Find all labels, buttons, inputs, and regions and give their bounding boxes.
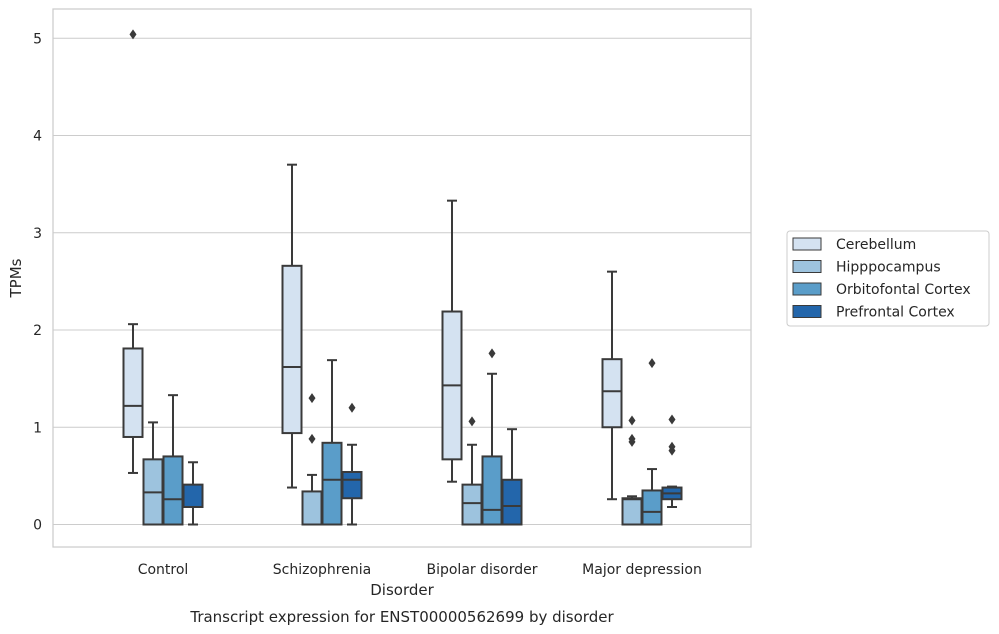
iqr-box bbox=[321, 441, 343, 526]
outlier-point bbox=[668, 441, 676, 452]
iqr-box bbox=[122, 347, 144, 438]
y-tick-label: 2 bbox=[33, 323, 42, 339]
box-4-3 bbox=[501, 428, 523, 526]
y-tick-labels: 0 1 2 3 4 5 bbox=[33, 31, 42, 533]
outlier-point bbox=[129, 29, 137, 40]
y-tick-label: 4 bbox=[33, 129, 42, 145]
x-tick-label: Schizophrenia bbox=[273, 562, 371, 578]
iqr-box bbox=[341, 470, 363, 500]
y-tick-label: 5 bbox=[33, 31, 42, 47]
box-1-3 bbox=[441, 199, 463, 483]
legend: Cerebellum Hipppocampus Orbitofontal Corte… bbox=[786, 230, 990, 327]
box-3-4 bbox=[641, 358, 663, 526]
iqr-box bbox=[501, 478, 523, 526]
legend-swatch bbox=[792, 237, 822, 251]
box-4-2 bbox=[341, 402, 363, 526]
outlier-point bbox=[648, 358, 656, 369]
box-2-4 bbox=[621, 415, 643, 526]
iqr-box bbox=[481, 455, 503, 526]
iqr-box bbox=[621, 497, 643, 526]
box-1-1 bbox=[122, 29, 144, 474]
legend-label: Cerebellum bbox=[836, 237, 916, 253]
chart-caption: Transcript expression for ENST0000056269… bbox=[189, 608, 614, 626]
legend-label: Hipppocampus bbox=[836, 260, 941, 276]
box-1-4 bbox=[601, 270, 623, 501]
box-4-4 bbox=[661, 414, 683, 508]
outlier-point bbox=[348, 402, 356, 413]
plot-frame bbox=[52, 8, 752, 548]
x-axis-title: Disorder bbox=[370, 581, 434, 599]
outlier-point bbox=[488, 348, 496, 359]
box-3-1 bbox=[162, 394, 184, 526]
y-axis-title: TPMs bbox=[7, 258, 25, 298]
legend-frame bbox=[786, 230, 990, 327]
legend-label: Orbitofontal Cortex bbox=[836, 282, 971, 298]
box-2-2 bbox=[301, 393, 323, 526]
outlier-point bbox=[628, 415, 636, 426]
iqr-box bbox=[182, 483, 204, 508]
iqr-box bbox=[301, 490, 323, 526]
outlier-point bbox=[668, 414, 676, 425]
x-tick-label: Bipolar disorder bbox=[426, 562, 537, 578]
outlier-point bbox=[468, 416, 476, 427]
box-series bbox=[122, 29, 683, 526]
y-tick-label: 3 bbox=[33, 226, 42, 242]
legend-swatch bbox=[792, 305, 822, 318]
legend-label: Prefrontal Cortex bbox=[836, 305, 955, 321]
iqr-box bbox=[461, 483, 483, 526]
iqr-box bbox=[281, 264, 303, 435]
outlier-point bbox=[308, 433, 316, 444]
box-3-3 bbox=[481, 348, 503, 526]
outlier-point bbox=[308, 393, 316, 404]
y-tick-label: 1 bbox=[33, 420, 42, 436]
iqr-box bbox=[601, 358, 623, 429]
x-tick-label: Control bbox=[138, 562, 189, 578]
x-tick-label: Major depression bbox=[582, 562, 702, 578]
box-4-1 bbox=[182, 461, 204, 526]
x-tick-labels: Control Schizophrenia Bipolar disorder Majo… bbox=[138, 562, 702, 578]
outlier-point bbox=[628, 433, 636, 444]
box-2-3 bbox=[461, 416, 483, 526]
iqr-box bbox=[162, 455, 184, 526]
legend-swatch bbox=[792, 260, 822, 273]
y-tick-label: 0 bbox=[33, 518, 42, 534]
box-1-2 bbox=[281, 163, 303, 489]
iqr-box bbox=[641, 489, 663, 526]
legend-swatch bbox=[792, 282, 822, 296]
